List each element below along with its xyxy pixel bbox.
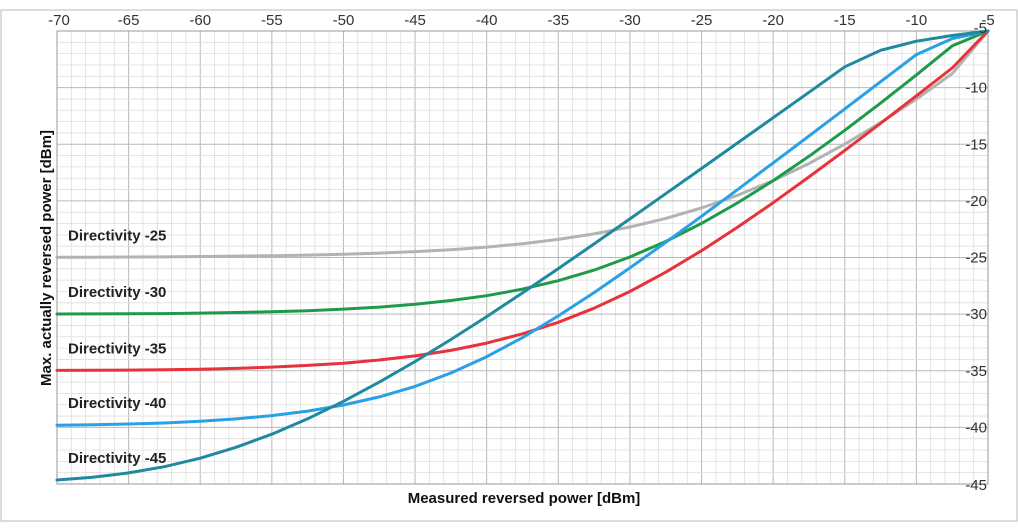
y-tick-label: -20: [965, 193, 987, 210]
x-tick-label: -65: [118, 12, 140, 29]
series-label: Directivity -25: [68, 227, 166, 244]
series-label: Directivity -45: [68, 450, 166, 467]
series-line: [55, 29, 990, 372]
series-line: [55, 29, 990, 427]
series-line: [55, 29, 990, 482]
x-tick-label: -70: [48, 12, 70, 29]
x-tick-label: -40: [476, 12, 498, 29]
y-tick-label: -45: [965, 477, 987, 494]
series-label: Directivity -35: [68, 340, 166, 357]
series-label: Directivity -40: [68, 395, 166, 412]
series-labels: Directivity -25 Directivity -30 Directivit…: [68, 227, 166, 467]
x-tick-label: -15: [834, 12, 856, 29]
tick-labels: -70 -65 -60 -55 -50 -45 -40 -35 -30 -25 -20 -15 -10 -…: [48, 12, 995, 494]
x-tick-label: -30: [619, 12, 641, 29]
y-axis-title: Max. actually reversed power [dBm]: [38, 130, 55, 386]
series-group: [55, 29, 990, 482]
series-line: [55, 29, 990, 259]
x-tick-label: -55: [261, 12, 283, 29]
y-tick-label: -35: [965, 363, 987, 380]
x-axis-title: Measured reversed power [dBm]: [408, 490, 641, 507]
x-tick-label: -45: [404, 12, 426, 29]
x-tick-label: -10: [906, 12, 928, 29]
y-tick-label: -10: [965, 80, 987, 97]
y-tick-label: -40: [965, 419, 987, 436]
x-tick-label: -35: [547, 12, 569, 29]
y-tick-label: -25: [965, 250, 987, 267]
x-tick-label: -50: [333, 12, 355, 29]
y-tick-label: -5: [974, 20, 987, 37]
chart-border: [0, 9, 1018, 522]
series-label: Directivity -30: [68, 284, 166, 301]
y-tick-label: -15: [965, 136, 987, 153]
series-line: [55, 29, 990, 316]
x-tick-label: -25: [691, 12, 713, 29]
y-tick-label: -30: [965, 306, 987, 323]
x-tick-label: -20: [762, 12, 784, 29]
x-tick-label: -5: [981, 12, 994, 29]
x-tick-label: -60: [189, 12, 211, 29]
